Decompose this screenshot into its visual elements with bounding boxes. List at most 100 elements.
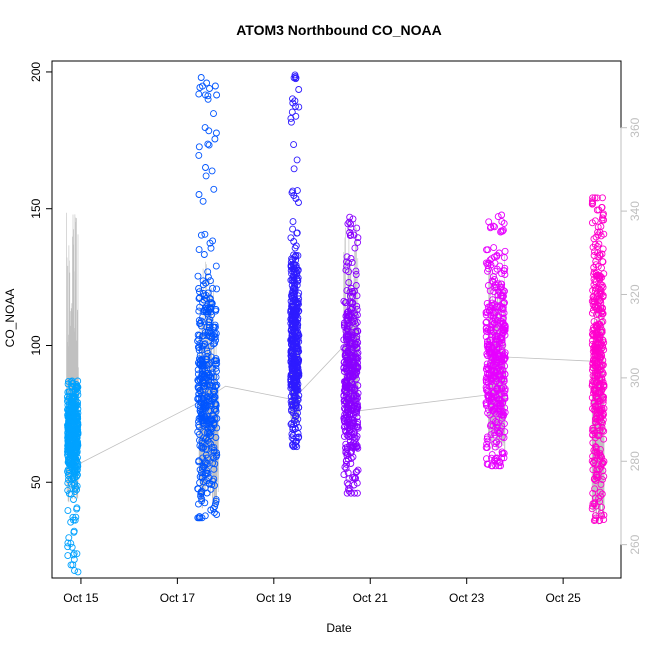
- data-point: [64, 377, 72, 385]
- data-point: [201, 484, 209, 492]
- y2-tick-label: 360: [628, 117, 642, 137]
- data-point: [64, 486, 72, 494]
- data-point: [600, 516, 608, 524]
- data-point: [589, 502, 597, 510]
- data-point: [484, 364, 492, 372]
- data-point: [196, 288, 203, 296]
- data-point: [205, 127, 213, 135]
- data-point: [599, 258, 607, 266]
- data-point: [351, 385, 359, 392]
- data-point: [500, 377, 508, 385]
- data-point: [202, 361, 210, 369]
- data-point: [495, 399, 503, 407]
- data-point: [483, 435, 491, 443]
- data-point: [342, 360, 350, 368]
- data-point: [354, 349, 362, 357]
- data-point: [289, 374, 297, 382]
- data-point: [287, 258, 295, 266]
- data-point: [194, 394, 202, 402]
- data-point: [289, 225, 297, 233]
- data-point: [354, 423, 362, 431]
- data-point: [599, 459, 607, 467]
- data-point: [341, 299, 349, 307]
- data-point: [71, 485, 79, 493]
- data-point: [69, 513, 77, 521]
- x-tick-label: Oct 21: [353, 591, 389, 605]
- data-point: [201, 124, 209, 132]
- data-point: [197, 322, 205, 330]
- data-point: [347, 370, 355, 378]
- data-point: [294, 415, 302, 423]
- data-point: [207, 244, 215, 252]
- cluster-4: [482, 211, 509, 470]
- data-point: [594, 228, 602, 236]
- data-point: [487, 400, 495, 408]
- data-point: [287, 234, 295, 242]
- data-point: [293, 443, 301, 451]
- data-point: [589, 194, 597, 202]
- data-point: [64, 543, 72, 551]
- data-point: [64, 552, 72, 560]
- data-point: [203, 467, 211, 475]
- data-point: [484, 391, 492, 399]
- data-point: [483, 363, 491, 371]
- data-point: [196, 387, 204, 395]
- data-point: [195, 360, 203, 368]
- data-point: [595, 357, 602, 365]
- data-point: [486, 422, 494, 430]
- data-point: [344, 324, 351, 332]
- data-point: [346, 485, 354, 492]
- data-point: [196, 84, 204, 91]
- data-point: [204, 92, 212, 100]
- data-point: [353, 365, 361, 373]
- data-point: [596, 276, 604, 284]
- data-point: [497, 389, 505, 397]
- data-point: [345, 268, 353, 276]
- data-point: [499, 352, 507, 360]
- data-point: [343, 353, 351, 361]
- data-point: [211, 387, 219, 395]
- data-point: [593, 392, 601, 400]
- data-point: [210, 340, 217, 348]
- data-point: [352, 375, 360, 383]
- data-point: [488, 255, 496, 263]
- data-point: [74, 568, 82, 576]
- data-point: [498, 270, 506, 278]
- data-point: [347, 255, 355, 262]
- x-tick-label: Oct 25: [545, 591, 581, 605]
- data-point: [347, 224, 355, 232]
- data-point: [592, 418, 599, 426]
- data-point: [351, 475, 359, 483]
- data-point: [343, 398, 350, 406]
- x-axis: Oct 15 Oct 17 Oct 19 Oct 21 Oct 23 Oct 25: [63, 577, 581, 605]
- data-point: [195, 421, 203, 429]
- data-point: [294, 276, 302, 284]
- y-tick-label: 50: [29, 475, 43, 489]
- data-point: [291, 324, 299, 332]
- data-point: [293, 351, 301, 359]
- data-point: [290, 269, 298, 276]
- data-point: [589, 363, 597, 371]
- data-point: [212, 402, 220, 410]
- data-point: [74, 391, 82, 399]
- data-point: [595, 306, 603, 313]
- data-point: [213, 511, 221, 518]
- data-point: [494, 429, 502, 436]
- data-point: [209, 323, 217, 331]
- data-point: [290, 443, 298, 451]
- data-point: [494, 296, 502, 304]
- data-point: [495, 430, 503, 438]
- data-point: [596, 353, 604, 361]
- data-point: [293, 299, 301, 307]
- data-point: [500, 454, 508, 462]
- data-point: [287, 348, 295, 356]
- data-point: [598, 490, 606, 498]
- data-point: [195, 295, 203, 302]
- data-point: [340, 319, 348, 327]
- data-point: [202, 459, 210, 467]
- data-point: [287, 261, 295, 269]
- data-point: [195, 430, 203, 438]
- y2-tick-label: 280: [628, 451, 642, 471]
- data-point: [287, 393, 295, 401]
